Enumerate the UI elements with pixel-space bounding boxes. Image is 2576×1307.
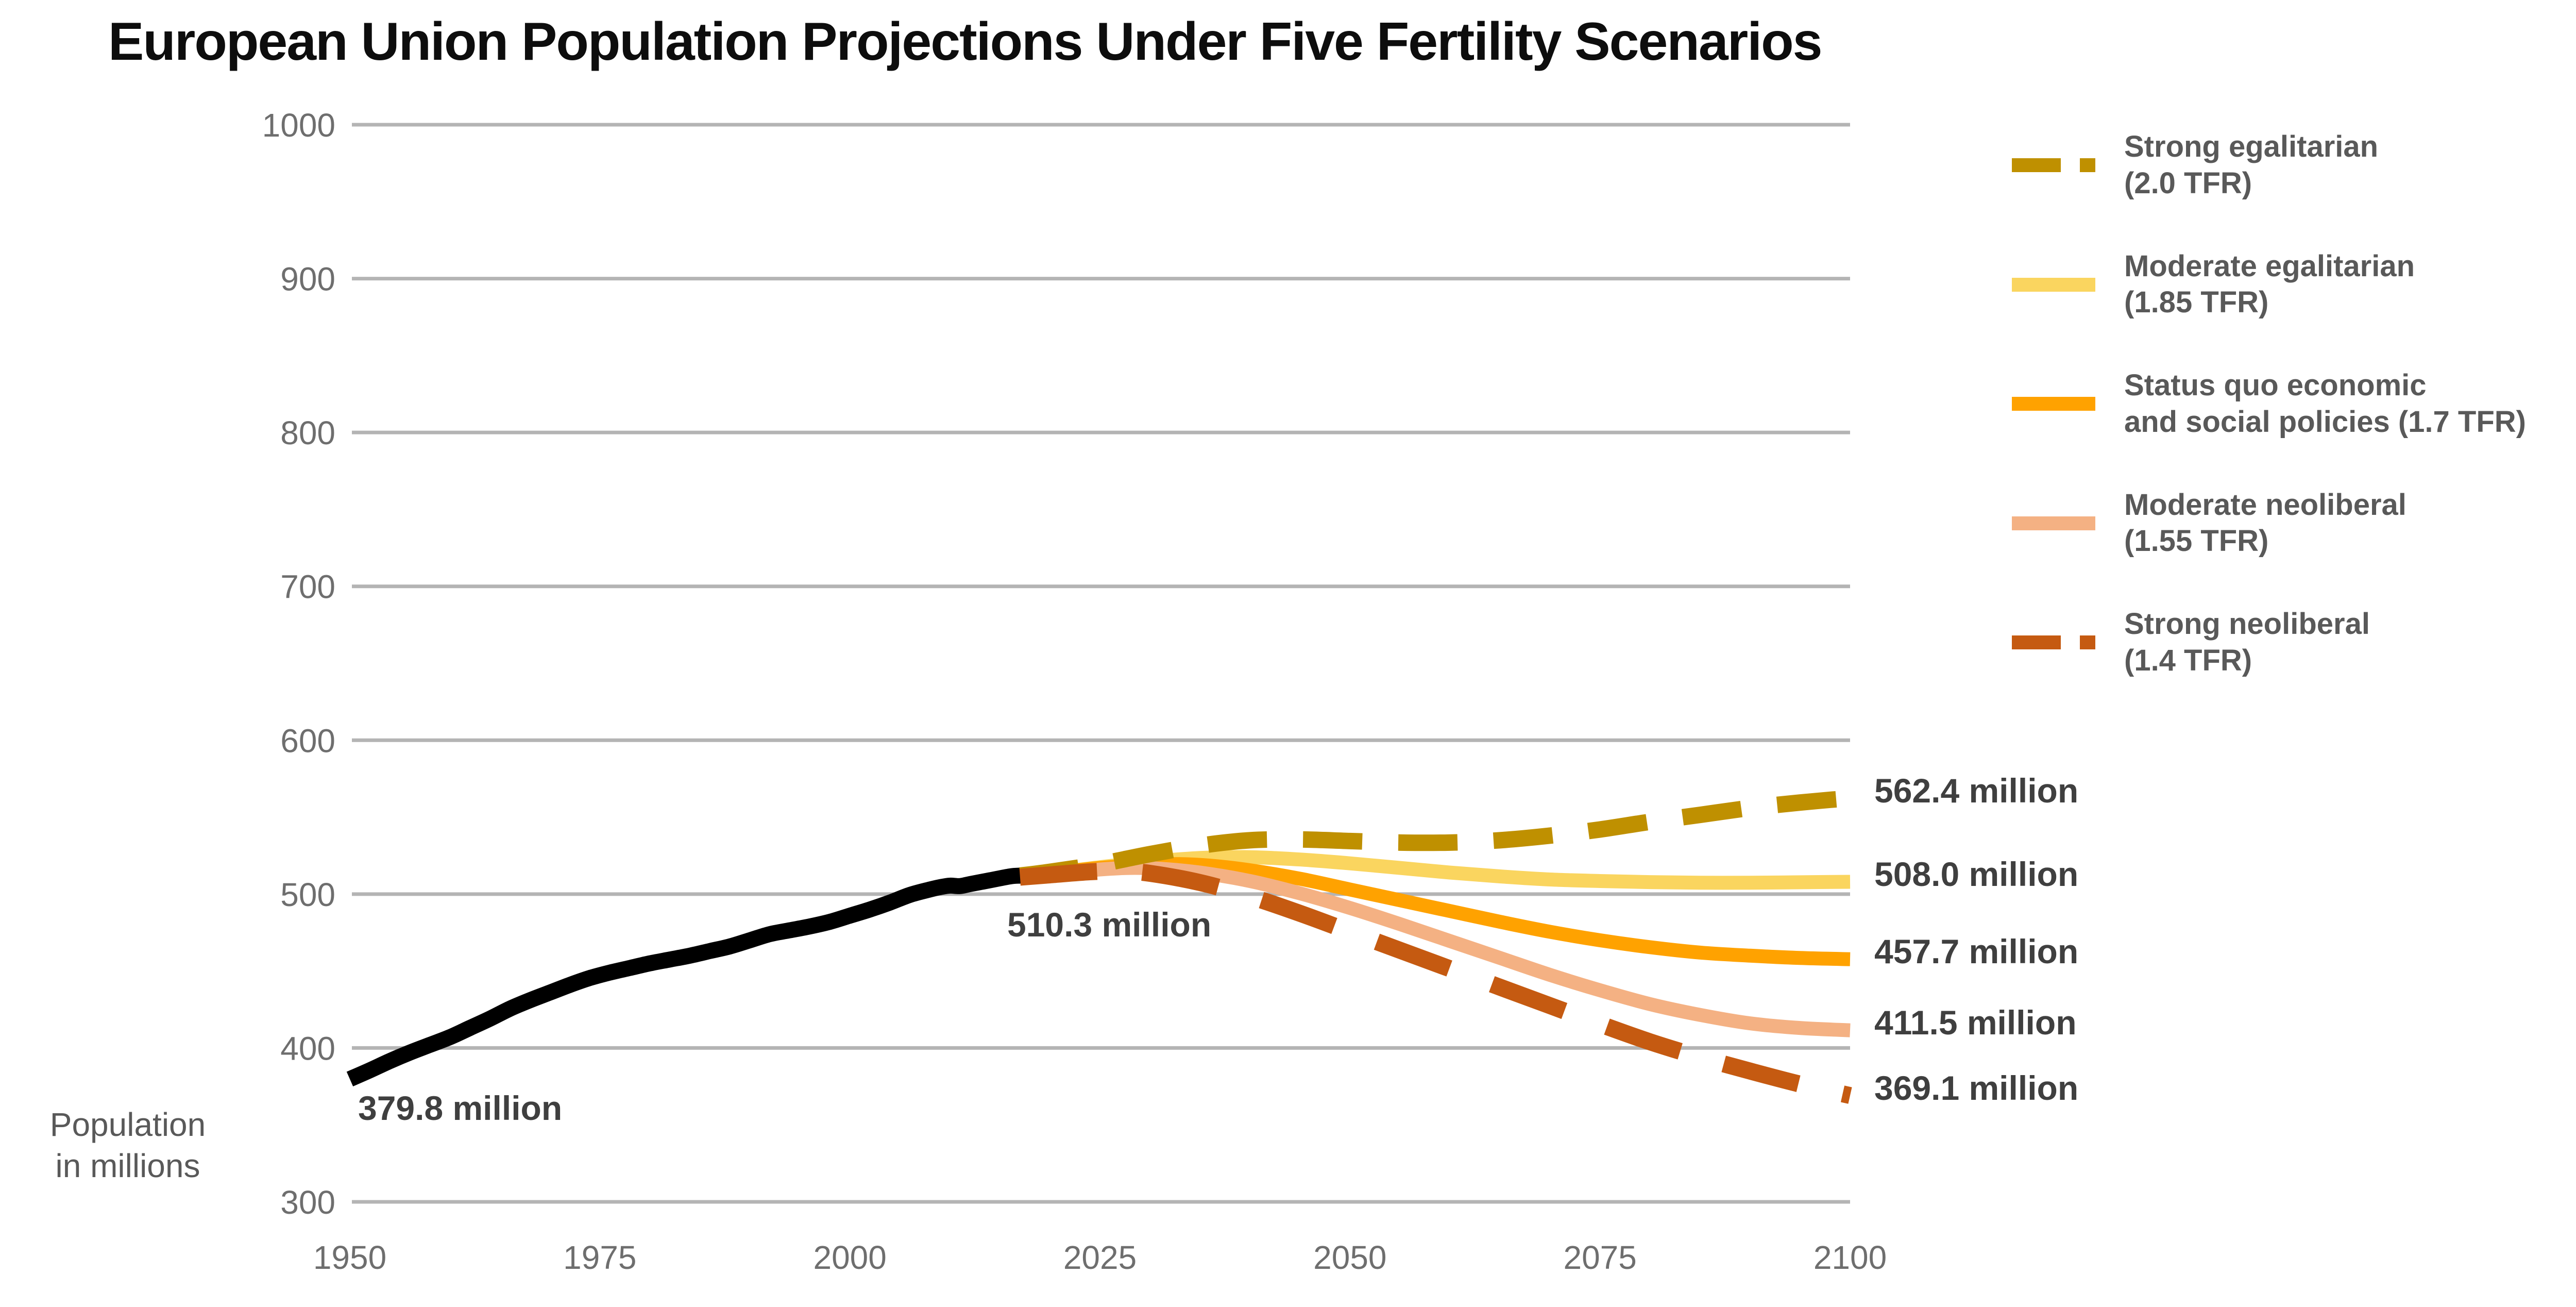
legend-label: Moderate neoliberal (1.55 TFR) [2124, 488, 2406, 558]
legend: Strong egalitarian (2.0 TFR) Moderate eg… [2012, 129, 2576, 726]
annotation-peak-value: 510.3 million [1007, 906, 1212, 944]
legend-swatch-dashed-line-icon [2012, 635, 2095, 650]
y-tick-label: 800 [280, 414, 335, 451]
legend-swatch-solid-line-icon [2012, 277, 2095, 292]
x-tick-label: 1975 [563, 1239, 636, 1276]
legend-item-strong-egalitarian: Strong egalitarian (2.0 TFR) [2012, 129, 2576, 202]
x-tick-label: 2100 [1814, 1239, 1887, 1276]
y-tick-label: 600 [280, 722, 335, 759]
end-label-status-quo: 457.7 million [1874, 932, 2079, 970]
x-tick-label: 2075 [1563, 1239, 1636, 1276]
series-line-historical [346, 867, 1021, 1086]
legend-label: Strong egalitarian (2.0 TFR) [2124, 130, 2379, 200]
x-tick-label: 2025 [1063, 1239, 1137, 1276]
x-tick-label: 1950 [313, 1239, 386, 1276]
legend-label: Status quo economic and social policies … [2124, 368, 2526, 439]
end-label-strong-egalitarian: 562.4 million [1874, 772, 2079, 810]
series-line-strong-egalitarian-2-0-tfr- [1019, 790, 1851, 884]
legend-item-moderate-egalitarian: Moderate egalitarian (1.85 TFR) [2012, 248, 2576, 322]
end-label-strong-neoliberal: 369.1 million [1874, 1069, 2079, 1107]
x-tick-label: 2050 [1313, 1239, 1386, 1276]
y-tick-label: 1000 [262, 107, 335, 144]
legend-swatch-dashed-line-icon [2012, 158, 2095, 173]
x-tick-label: 2000 [813, 1239, 886, 1276]
y-tick-label: 400 [280, 1030, 335, 1067]
legend-label: Strong neoliberal (1.4 TFR) [2124, 607, 2370, 677]
y-tick-label: 500 [280, 876, 335, 913]
legend-swatch-solid-line-icon [2012, 516, 2095, 530]
legend-item-strong-neoliberal: Strong neoliberal (1.4 TFR) [2012, 606, 2576, 679]
y-axis-title: Population in millions [49, 1106, 206, 1184]
legend-item-moderate-neoliberal: Moderate neoliberal (1.55 TFR) [2012, 487, 2576, 560]
annotation-start-value: 379.8 million [358, 1089, 563, 1127]
series-line-moderate-neoliberal-1-55-tfr- [1019, 861, 1851, 1037]
chart-title: European Union Population Projections Un… [108, 12, 1822, 72]
legend-label: Moderate egalitarian (1.85 TFR) [2124, 249, 2415, 320]
end-label-moderate-neoliberal: 411.5 million [1874, 1003, 2077, 1042]
series-line-strong-neoliberal-1-4-tfr- [1019, 862, 1852, 1104]
y-tick-label: 700 [280, 568, 335, 606]
y-tick-label: 900 [280, 261, 335, 298]
legend-swatch-solid-line-icon [2012, 397, 2095, 411]
end-label-moderate-egalitarian: 508.0 million [1874, 855, 2079, 893]
y-tick-label: 300 [280, 1184, 335, 1221]
legend-item-status-quo: Status quo economic and social policies … [2012, 367, 2576, 441]
